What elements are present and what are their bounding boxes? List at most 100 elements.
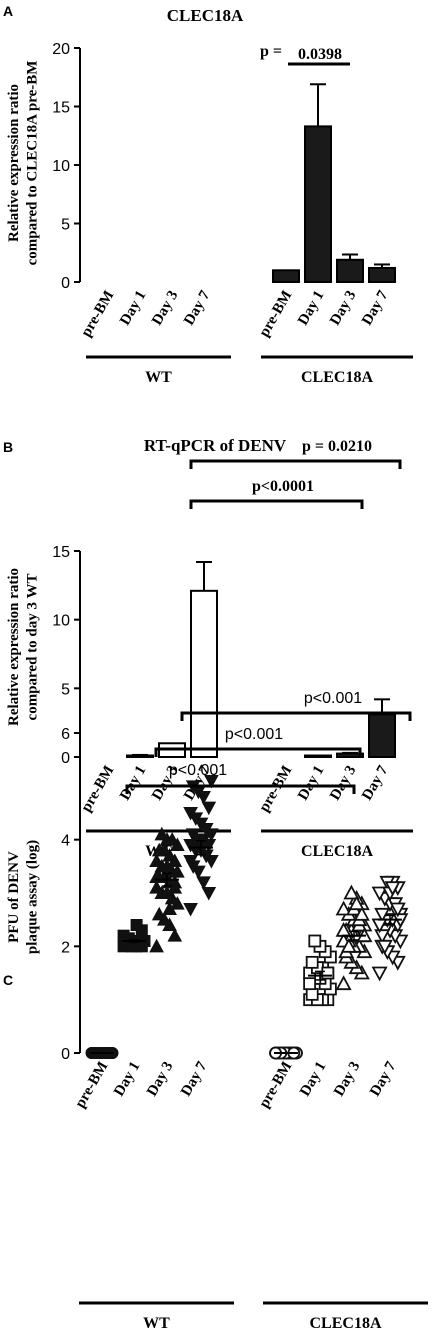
panel-b-y-tick-label: 15 bbox=[52, 544, 70, 561]
panel-c-y-tick-label: 2 bbox=[61, 939, 70, 956]
panel-c-data-point bbox=[335, 975, 352, 991]
panel-c-ylabel-line: PFU of DENV bbox=[6, 851, 22, 943]
panel-c-sig-bracket bbox=[125, 784, 356, 794]
panel-b-sig-label: p<0.0001 bbox=[252, 478, 314, 495]
panel-b-x-tick-label: Day 1 bbox=[117, 763, 149, 803]
panel-a-y-tick-label: 0 bbox=[61, 275, 70, 292]
panel-b-sig-bracket bbox=[189, 499, 364, 509]
panel-c-data-point bbox=[201, 801, 217, 816]
panel-b-y-tick-label: 10 bbox=[52, 613, 70, 630]
panel-a-bar bbox=[272, 269, 300, 283]
panel-c-data-point bbox=[198, 849, 214, 864]
panel-a-title: CLEC18A bbox=[167, 6, 244, 25]
panel-c-data-point bbox=[308, 934, 322, 948]
panel-c-data-point bbox=[149, 880, 164, 894]
panel-b-ylabel-line: Relative expression ratio bbox=[6, 568, 22, 726]
panel-c-y-tick-label: 4 bbox=[61, 833, 70, 850]
panel-c-sig-bracket bbox=[154, 747, 362, 757]
panel-c-data-point bbox=[201, 887, 217, 901]
panel-b-sig-bracket bbox=[189, 459, 402, 469]
panel-c-data-point bbox=[183, 807, 198, 821]
panel-b-bar bbox=[336, 752, 364, 758]
panel-b-x-tick-label: pre-BM bbox=[78, 763, 117, 815]
panel-a-ylabel: Relative expression ratio compared to CLE… bbox=[6, 61, 41, 266]
panel-c-data-point bbox=[305, 987, 319, 1001]
panel-b-x-tick-label: Day 3 bbox=[327, 763, 359, 803]
panel-b-title: RT-qPCR of DENV bbox=[144, 436, 287, 455]
panel-c-x-tick-label: Day 3 bbox=[144, 1059, 176, 1099]
panel-c-ylabel-line: plaque assay (log) bbox=[25, 840, 41, 954]
panel-a-x-tick-label: Day 1 bbox=[117, 288, 149, 328]
panel-a-group-label: WT bbox=[145, 369, 172, 386]
panel-c-data-point bbox=[151, 906, 167, 921]
panel-c-x-tick-label: Day 3 bbox=[331, 1059, 363, 1099]
panel-c-x-tick-label: Day 1 bbox=[297, 1059, 329, 1099]
panel-b-y-tick-label: 0 bbox=[61, 750, 70, 767]
panel-c-x-tick-label: Day 7 bbox=[367, 1059, 400, 1100]
panel-b-x-tick-label: pre-BM bbox=[256, 763, 295, 815]
panel-c-data-point bbox=[384, 881, 401, 897]
panel-a-ylabel-line: compared to CLEC18A pre-BM bbox=[25, 61, 41, 266]
panel-b-ylabel-line: compared to day 3 WT bbox=[25, 574, 41, 721]
panel-a-group-label: CLEC18A bbox=[301, 369, 373, 386]
panel-c-letter: C bbox=[3, 972, 13, 988]
panel-c-data-point bbox=[371, 966, 388, 982]
panel-c-sig-bracket bbox=[180, 711, 412, 721]
panel-b-bar bbox=[126, 754, 154, 758]
panel-a-y-tick-label: 5 bbox=[61, 217, 70, 234]
panel-a-y-tick-label: 15 bbox=[52, 100, 70, 117]
panel-c-data-point bbox=[305, 955, 319, 969]
panel-a-y-tick-label: 20 bbox=[52, 41, 70, 58]
panel-c-x-tick-label: Day 1 bbox=[111, 1059, 143, 1099]
panel-a-bar bbox=[368, 266, 396, 283]
panel-c-data-point bbox=[167, 880, 183, 894]
panel-c-data-point bbox=[371, 886, 388, 902]
panel-a-x-tick-label: Day 7 bbox=[359, 288, 392, 329]
panel-b-x-tick-label: Day 1 bbox=[295, 763, 327, 803]
panel-c-data-point bbox=[340, 937, 357, 953]
panel-c-group-label: WT bbox=[143, 1315, 170, 1332]
panel-a-x-tick-label: Day 7 bbox=[181, 288, 214, 329]
panel-c-data-point bbox=[335, 900, 352, 916]
panel-c-data-point bbox=[204, 775, 219, 789]
panel-a-x-tick-label: Day 3 bbox=[327, 288, 359, 328]
panel-c-data-point bbox=[374, 929, 391, 945]
panel-c-data-point bbox=[353, 905, 370, 921]
panel-c-data-point bbox=[321, 966, 335, 980]
panel-a-x-tick-label: Day 3 bbox=[149, 288, 181, 328]
panel-c-x-tick-label: Day 7 bbox=[178, 1059, 211, 1100]
panel-b-sig-label: p = 0.0210 bbox=[302, 438, 372, 455]
panel-c-ylabel: PFU of DENV plaque assay (log) bbox=[6, 840, 41, 954]
panel-b-bar bbox=[190, 589, 218, 758]
panel-c-data-point bbox=[162, 901, 177, 915]
panel-b-bar bbox=[368, 713, 396, 759]
panel-c-data-point bbox=[151, 842, 167, 857]
panel-a-letter: A bbox=[3, 3, 13, 19]
panel-c-data-point bbox=[149, 938, 164, 953]
panel-a-bar bbox=[304, 125, 332, 283]
panel-c-data-point bbox=[149, 853, 164, 867]
panel-a-x-tick-label: pre-BM bbox=[78, 288, 117, 340]
panel-c-data-point bbox=[183, 855, 198, 869]
panel-c-group-label: CLEC18A bbox=[309, 1315, 381, 1332]
panel-a-bar bbox=[336, 258, 364, 283]
panel-c-data-point bbox=[167, 928, 183, 942]
panel-b-y-tick-label: 5 bbox=[61, 681, 70, 698]
panel-b-letter: B bbox=[3, 439, 13, 455]
panel-c-x-tick-label: pre-BM bbox=[72, 1059, 111, 1111]
panel-c-data-point bbox=[130, 919, 143, 931]
panel-b-ylabel: Relative expression ratio compared to day… bbox=[6, 568, 41, 726]
panel-c-data-point bbox=[196, 876, 211, 890]
panel-c-y-tick-label: 6 bbox=[61, 726, 70, 743]
panel-a-x-tick-label: pre-BM bbox=[256, 288, 295, 340]
panel-c-sig-label: p<0.001 bbox=[304, 690, 362, 707]
panel-b-x-tick-label: Day 7 bbox=[359, 763, 392, 804]
panel-c-y-tick-label: 0 bbox=[61, 1046, 70, 1063]
panel-c-x-tick-label: pre-BM bbox=[256, 1059, 295, 1111]
panel-c-data-point bbox=[348, 895, 365, 911]
panel-b-bar bbox=[304, 754, 332, 758]
panel-c-data-point bbox=[303, 977, 317, 991]
panel-c-sig-label: p<0.001 bbox=[169, 762, 227, 779]
panel-c-data-point bbox=[120, 937, 133, 950]
